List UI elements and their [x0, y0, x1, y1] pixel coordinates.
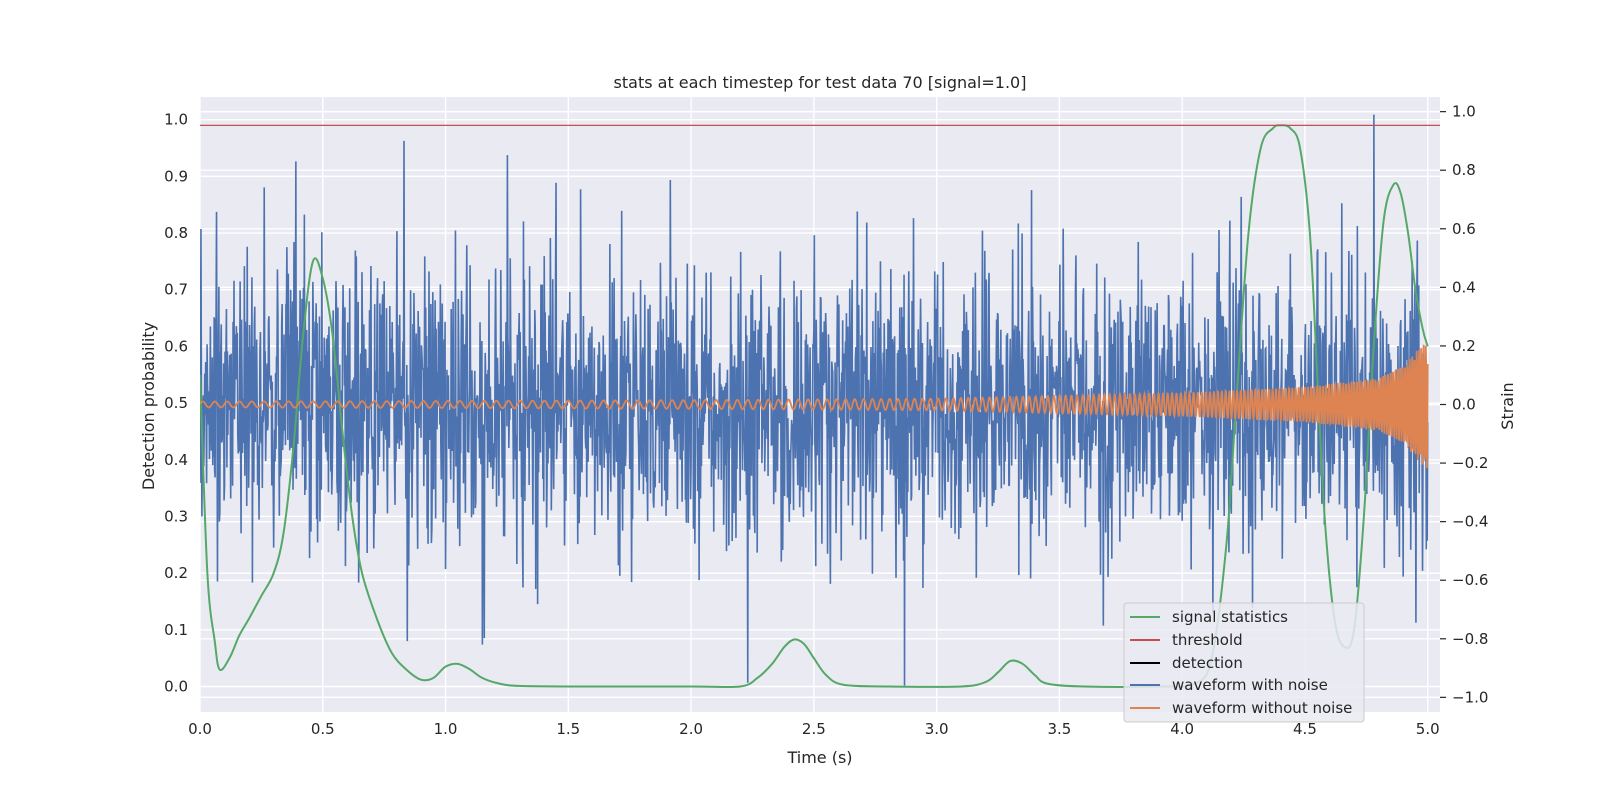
y-tick-label-left: 1.0	[164, 111, 188, 129]
y-tick-label-left: 0.8	[164, 224, 188, 242]
x-tick-label: 3.5	[1047, 720, 1071, 738]
legend-item: waveform with noise	[1130, 676, 1328, 694]
x-tick-label: 4.5	[1293, 720, 1317, 738]
x-tick-label: 3.0	[925, 720, 949, 738]
y-tick-label-left: 0.3	[164, 507, 188, 525]
legend-label: waveform with noise	[1172, 676, 1328, 694]
y-tick-label-left: 0.6	[164, 337, 188, 355]
y-tick-label-right: 0.8	[1452, 161, 1476, 179]
x-axis-label: Time (s)	[786, 748, 852, 767]
y-tick-label-right: 1.0	[1452, 103, 1476, 121]
legend: signal statistics threshold detection wa…	[1123, 602, 1365, 723]
x-tick-label: 0.0	[188, 720, 212, 738]
series-waveform-with-noise	[200, 114, 1429, 686]
y-axis-label-left: Detection probability	[139, 322, 158, 490]
y-axis-label-right: Strain	[1498, 382, 1517, 429]
legend-label: waveform without noise	[1172, 699, 1352, 717]
axis-ticks: 0.0 0.5 1.0 1.5 2.0 2.5 3.0 3.5 4.0 4.5 5.0 0.0 0.1 0…	[164, 103, 1488, 738]
series-signal-statistics	[200, 124, 1429, 689]
y-tick-label-right: 0.6	[1452, 220, 1476, 238]
y-tick-label-right: −0.6	[1452, 571, 1488, 589]
series-waveform-without-noise	[200, 344, 1429, 469]
y-tick-label-right: 0.4	[1452, 278, 1476, 296]
legend-box	[1123, 602, 1365, 723]
x-tick-label: 1.5	[556, 720, 580, 738]
y-tick-label-right: −0.2	[1452, 454, 1488, 472]
legend-item: threshold	[1130, 631, 1243, 649]
legend-label: signal statistics	[1172, 608, 1288, 626]
legend-item: signal statistics	[1130, 608, 1288, 626]
y-tick-label-left: 0.5	[164, 394, 188, 412]
legend-label: threshold	[1172, 631, 1243, 649]
legend-item: waveform without noise	[1130, 699, 1352, 717]
y-tick-label-right: −0.8	[1452, 630, 1488, 648]
y-tick-label-right: −1.0	[1452, 688, 1488, 706]
y-tick-label-left: 0.2	[164, 564, 188, 582]
chart-title: stats at each timestep for test data 70 …	[614, 73, 1027, 92]
y-tick-label-left: 0.7	[164, 281, 188, 299]
legend-item: detection	[1130, 654, 1243, 672]
x-tick-label: 0.5	[311, 720, 335, 738]
legend-label: detection	[1172, 654, 1243, 672]
x-tick-label: 2.0	[679, 720, 703, 738]
y-tick-label-right: 0.0	[1452, 396, 1476, 414]
y-tick-label-left: 0.4	[164, 451, 188, 469]
x-tick-label: 5.0	[1416, 720, 1440, 738]
y-tick-label-left: 0.0	[164, 677, 188, 695]
y-tick-label-left: 0.9	[164, 167, 188, 185]
x-tick-label: 4.0	[1170, 720, 1194, 738]
x-tick-label: 2.5	[802, 720, 826, 738]
y-tick-label-right: 0.2	[1452, 337, 1476, 355]
y-tick-label-right: −0.4	[1452, 513, 1488, 531]
y-tick-label-left: 0.1	[164, 621, 188, 639]
plot-area	[200, 114, 1440, 689]
x-tick-label: 1.0	[434, 720, 458, 738]
